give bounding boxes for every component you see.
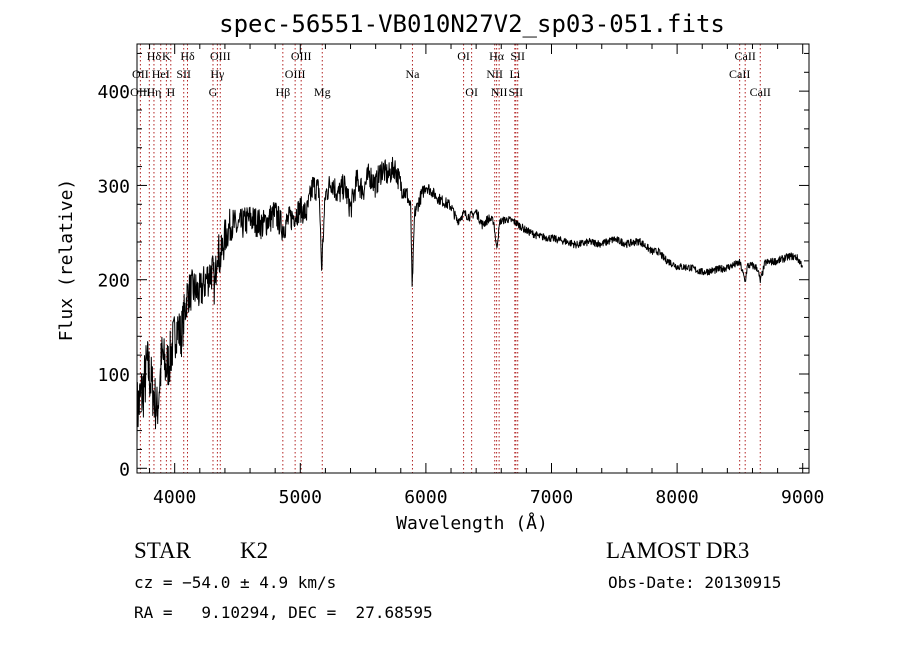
line-label: OI (465, 85, 478, 99)
line-label: Hβ (275, 85, 290, 99)
spectrum-series (136, 156, 803, 445)
line-label: SII (176, 67, 191, 81)
y-tick-label: 100 (97, 365, 130, 386)
line-label: HeI (152, 67, 170, 81)
line-label: SII (510, 49, 525, 63)
x-tick-label: 8000 (655, 487, 698, 508)
velocity-readout: cz = −54.0 ± 4.9 km/s (134, 573, 337, 592)
spectrum-line (136, 156, 803, 445)
x-tick-label: 5000 (279, 487, 322, 508)
line-label: OIII (130, 85, 151, 99)
line-label: Hγ (210, 67, 225, 81)
line-label: Hα (489, 49, 505, 63)
x-tick-label: 9000 (781, 487, 824, 508)
line-label: Li (509, 67, 520, 81)
chart-title: spec-56551-VB010N27V2_sp03-051.fits (219, 10, 725, 38)
y-tick-label: 400 (97, 82, 130, 103)
y-tick-label: 300 (97, 176, 130, 197)
x-axis-label: Wavelength (Å) (396, 512, 548, 534)
obs-date: Obs-Date: 20130915 (608, 573, 782, 592)
line-label: K (162, 49, 171, 63)
line-label: CaII (735, 49, 756, 63)
coordinates: RA = 9.10294, DEC = 27.68595 (134, 603, 433, 622)
line-label: CaII (729, 67, 750, 81)
line-label: OIII (285, 67, 306, 81)
line-label: Mg (314, 85, 331, 99)
plot-frame (136, 43, 810, 474)
y-tick-label: 200 (97, 271, 130, 292)
x-tick-label: 6000 (404, 487, 447, 508)
y-tick-label: 0 (119, 459, 130, 480)
x-tick-label: 7000 (530, 487, 573, 508)
x-tick-label: 4000 (153, 487, 196, 508)
line-label: Hη (146, 85, 161, 99)
line-label: G (209, 85, 218, 99)
line-label: NII (491, 85, 508, 99)
line-label: CaII (750, 85, 771, 99)
line-label: OI (457, 49, 470, 63)
line-label: OII (132, 67, 149, 81)
axes: 4000 5000 6000 7000 8000 9000 0 100 200 300 400 (97, 44, 824, 508)
line-label: Na (405, 67, 420, 81)
line-label: H (166, 85, 175, 99)
line-label: Hδ (147, 49, 162, 63)
line-label: Hδ (180, 49, 195, 63)
line-label: NII (486, 67, 503, 81)
line-markers (139, 44, 761, 473)
line-label: SII (508, 85, 523, 99)
survey-name: LAMOST DR3 (606, 538, 750, 563)
line-label: OIII (291, 49, 312, 63)
y-axis-label: Flux (relative) (56, 179, 77, 342)
object-class: STAR (134, 538, 191, 563)
object-subclass: K2 (240, 538, 269, 563)
line-label: OIII (210, 49, 231, 63)
